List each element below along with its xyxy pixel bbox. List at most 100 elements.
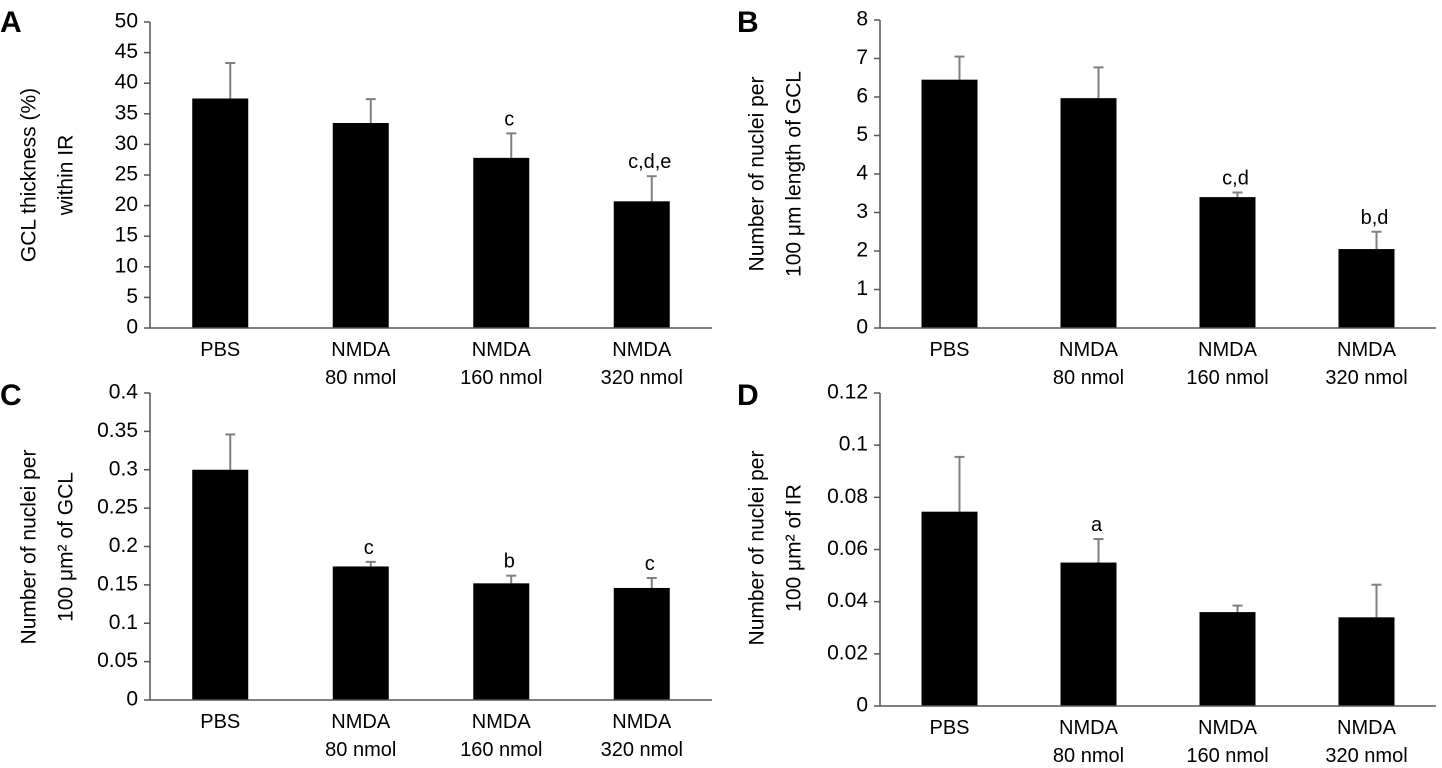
y-tick-label: 0.4 bbox=[109, 381, 139, 404]
x-category-label: NMDA bbox=[1059, 717, 1119, 739]
x-category-label: NMDA bbox=[612, 711, 672, 733]
y-tick-label: 0.12 bbox=[827, 381, 868, 404]
y-tick-label: 6 bbox=[856, 85, 868, 108]
y-tick-label: 0.1 bbox=[109, 611, 138, 634]
y-tick-label: 0.3 bbox=[109, 457, 138, 480]
y-axis-label: 100 μm² of IR bbox=[783, 484, 806, 612]
significance-label: a bbox=[1091, 514, 1103, 536]
y-tick-label: 30 bbox=[115, 132, 138, 155]
bar bbox=[1338, 617, 1395, 706]
x-category-label: NMDA bbox=[1337, 339, 1397, 361]
bar bbox=[192, 469, 249, 700]
panel-D: D Number of nuclei per 100 μm² of IR 0 0.02 0… bbox=[737, 379, 1436, 767]
x-category-label: 160 nmol bbox=[1186, 745, 1268, 767]
x-category-label: NMDA bbox=[472, 711, 532, 733]
y-axis-label: Number of nuclei per bbox=[746, 451, 769, 646]
significance-label: c,d,e bbox=[628, 151, 671, 173]
y-tick-label: 45 bbox=[115, 40, 138, 63]
y-tick-label: 4 bbox=[856, 162, 868, 185]
x-category-label: NMDA bbox=[612, 339, 672, 361]
x-category-label: NMDA bbox=[1198, 339, 1258, 361]
y-tick-label: 1 bbox=[856, 277, 868, 300]
x-category-label: 80 nmol bbox=[1053, 367, 1124, 389]
bar bbox=[332, 566, 389, 700]
y-tick-label: 0.15 bbox=[97, 572, 138, 595]
y-tick-label: 0.1 bbox=[839, 433, 868, 456]
y-tick-label: 0.35 bbox=[97, 419, 138, 442]
significance-label: b bbox=[504, 551, 515, 573]
panel-B: B Number of nuclei per 100 μm length of GC… bbox=[737, 6, 1436, 389]
y-tick-label: 0.04 bbox=[827, 589, 868, 612]
x-category-label: PBS bbox=[200, 711, 240, 733]
x-category-label: 160 nmol bbox=[460, 367, 542, 389]
x-category-label: 320 nmol bbox=[601, 367, 683, 389]
y-axis-label: 100 μm² of GCL bbox=[55, 472, 78, 622]
y-tick-label: 5 bbox=[126, 285, 138, 308]
bar bbox=[1199, 612, 1256, 706]
y-axis-label: GCL thickness (%) bbox=[18, 88, 41, 262]
y-axis-label: Number of nuclei per bbox=[746, 77, 769, 272]
x-category-label: 80 nmol bbox=[1053, 745, 1124, 767]
y-tick-label: 2 bbox=[856, 239, 868, 262]
x-category-label: PBS bbox=[200, 339, 240, 361]
x-category-label: 320 nmol bbox=[1325, 745, 1407, 767]
x-category-label: 80 nmol bbox=[325, 739, 396, 761]
bar bbox=[1060, 562, 1117, 706]
x-category-label: 320 nmol bbox=[601, 739, 683, 761]
y-tick-label: 0.02 bbox=[827, 641, 868, 664]
panel-label: D bbox=[737, 379, 759, 412]
x-category-label: 320 nmol bbox=[1325, 367, 1407, 389]
bar bbox=[921, 79, 978, 328]
y-tick-label: 0.25 bbox=[97, 496, 138, 519]
y-tick-label: 0 bbox=[126, 688, 138, 711]
bar bbox=[1199, 197, 1256, 328]
bar bbox=[921, 511, 978, 706]
y-tick-label: 0 bbox=[856, 694, 868, 717]
y-tick-label: 5 bbox=[856, 123, 868, 146]
x-category-label: NMDA bbox=[1059, 339, 1119, 361]
y-tick-label: 35 bbox=[115, 101, 138, 124]
y-tick-label: 10 bbox=[115, 254, 138, 277]
significance-label: c bbox=[364, 537, 374, 559]
panel-label: B bbox=[737, 6, 759, 39]
bar bbox=[473, 157, 530, 328]
y-tick-label: 50 bbox=[115, 10, 138, 33]
significance-label: b,d bbox=[1361, 207, 1389, 229]
y-tick-label: 20 bbox=[115, 193, 138, 216]
y-tick-label: 0.08 bbox=[827, 485, 868, 508]
y-tick-label: 25 bbox=[115, 163, 138, 186]
y-tick-label: 0.2 bbox=[109, 534, 138, 557]
y-tick-label: 15 bbox=[115, 224, 138, 247]
panel-label: C bbox=[0, 379, 22, 412]
panel-A: A GCL thickness (%) within IR 0 5 10 15 20 25 30 3… bbox=[0, 6, 712, 389]
panel-label: A bbox=[0, 6, 22, 39]
x-category-label: 80 nmol bbox=[325, 367, 396, 389]
bar bbox=[192, 98, 249, 328]
y-tick-label: 0.06 bbox=[827, 537, 868, 560]
x-category-label: PBS bbox=[929, 339, 969, 361]
x-category-label: 160 nmol bbox=[460, 739, 542, 761]
y-tick-label: 40 bbox=[115, 71, 138, 94]
x-category-label: NMDA bbox=[331, 339, 391, 361]
y-axis-label: Number of nuclei per bbox=[18, 450, 41, 645]
significance-label: c,d bbox=[1222, 167, 1249, 189]
y-tick-label: 8 bbox=[856, 8, 868, 31]
bar bbox=[332, 122, 389, 328]
bar bbox=[613, 201, 670, 328]
x-category-label: 160 nmol bbox=[1186, 367, 1268, 389]
bar bbox=[473, 583, 530, 700]
y-tick-label: 7 bbox=[856, 46, 868, 69]
x-category-label: NMDA bbox=[472, 339, 532, 361]
y-tick-label: 3 bbox=[856, 200, 868, 223]
y-tick-label: 0.05 bbox=[97, 649, 138, 672]
x-category-label: NMDA bbox=[1198, 717, 1258, 739]
bar bbox=[1060, 98, 1117, 328]
significance-label: c bbox=[504, 108, 514, 130]
bar bbox=[613, 587, 670, 700]
panel-C: C Number of nuclei per 100 μm² of GCL 0 0.05… bbox=[0, 379, 712, 761]
bar bbox=[1338, 249, 1395, 328]
y-tick-label: 0 bbox=[126, 316, 138, 339]
y-tick-label: 0 bbox=[856, 316, 868, 339]
x-category-label: NMDA bbox=[331, 711, 391, 733]
